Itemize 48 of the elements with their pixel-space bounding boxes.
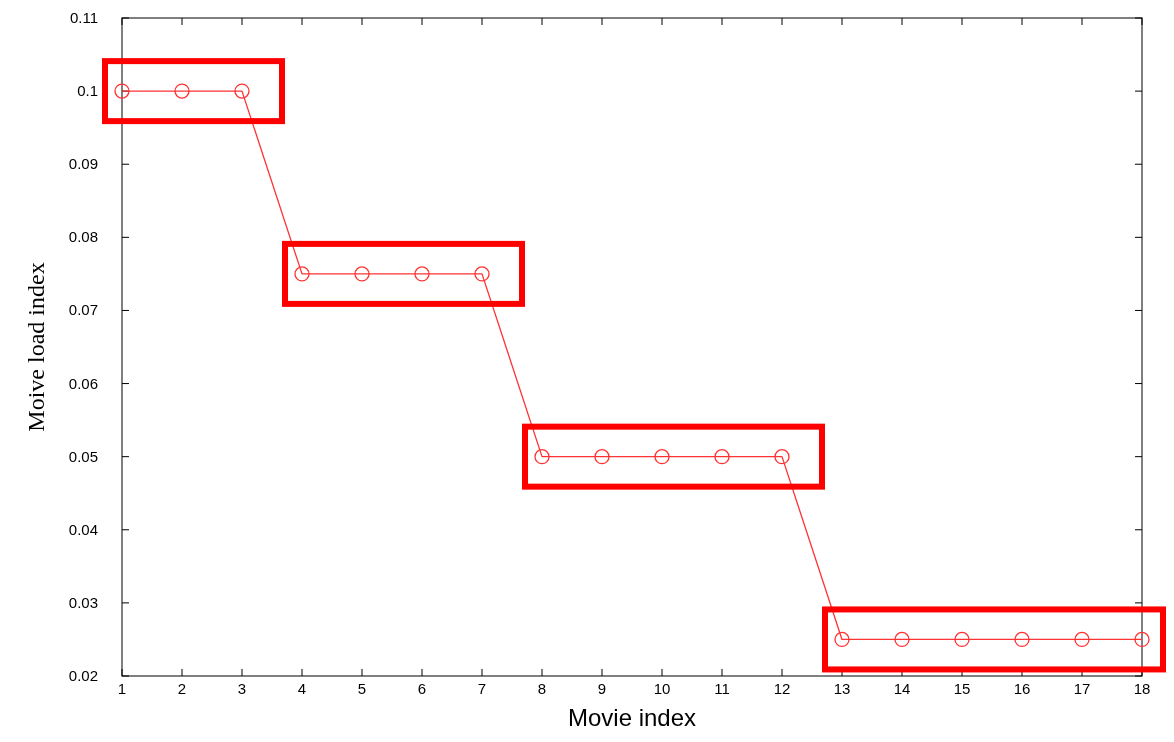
x-tick-label: 13	[833, 680, 851, 697]
point	[354, 266, 370, 282]
y-tick-label: 0.02	[68, 667, 98, 684]
x-axis-title: Movie index	[567, 704, 697, 731]
point	[114, 83, 130, 99]
y-tick-label: 0.03	[68, 593, 98, 611]
x-tick-label: 14	[893, 680, 911, 697]
x-tick-label: 11	[714, 680, 730, 697]
x-tick-label: 12	[773, 680, 791, 697]
x-tick-label: 15	[953, 680, 971, 697]
point	[294, 266, 310, 282]
point	[834, 631, 850, 648]
x-tick-label: 6	[417, 680, 427, 697]
y-axis-title: Moive load index	[23, 262, 49, 432]
y-tick-label: 0.04	[68, 520, 98, 538]
point	[714, 449, 730, 465]
x-tick-label: 9	[597, 680, 607, 697]
point	[534, 449, 550, 465]
x-tick-label: 17	[1073, 680, 1091, 697]
point	[594, 449, 610, 465]
x-tick-label: 10	[653, 680, 671, 697]
point	[1074, 631, 1090, 648]
point	[1014, 631, 1030, 648]
point	[234, 83, 250, 99]
point	[654, 449, 670, 465]
x-tick-label: 1	[117, 680, 127, 697]
x-tick-label: 8	[537, 680, 547, 697]
y-tick-label: 0.09	[68, 155, 98, 173]
point	[174, 83, 190, 99]
x-tick-label: 18	[1133, 680, 1151, 697]
point	[414, 266, 430, 282]
x-tick-label: 16	[1013, 680, 1031, 697]
x-tick-label: 3	[237, 680, 247, 697]
x-tick-label: 7	[477, 680, 487, 697]
y-tick-label: 0.05	[68, 447, 98, 465]
point	[894, 631, 910, 648]
y-tick-label: 0.08	[68, 228, 98, 246]
x-tick-label: 2	[177, 680, 187, 697]
point	[474, 266, 490, 282]
point	[954, 631, 970, 648]
y-tick-label: 0.11	[69, 9, 98, 26]
point	[1134, 631, 1150, 648]
y-tick-label: 0.07	[68, 301, 98, 319]
y-tick-label: 0.06	[68, 374, 98, 392]
x-tick-label: 5	[357, 680, 367, 697]
y-tick-label: 0.1	[77, 82, 98, 100]
x-tick-label: 4	[297, 680, 307, 697]
point	[774, 449, 790, 465]
